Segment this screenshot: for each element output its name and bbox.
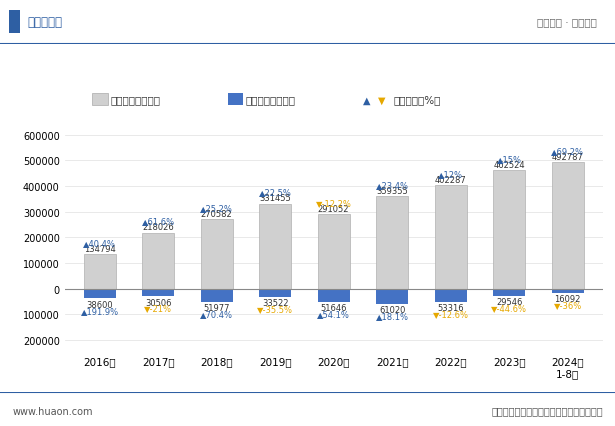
- Text: ▼-36%: ▼-36%: [554, 300, 582, 309]
- Bar: [84, 289, 116, 299]
- Bar: [552, 289, 584, 293]
- Text: www.huaon.com: www.huaon.com: [12, 406, 93, 416]
- Text: 38600: 38600: [86, 300, 113, 309]
- Text: 492787: 492787: [552, 153, 584, 161]
- Bar: [92, 94, 108, 106]
- Text: ▲15%: ▲15%: [497, 155, 522, 164]
- Text: ▼-12.2%: ▼-12.2%: [315, 198, 352, 207]
- Bar: [84, 254, 116, 289]
- Text: ▲54.1%: ▲54.1%: [317, 309, 350, 318]
- Text: ▼-44.6%: ▼-44.6%: [491, 304, 527, 313]
- Text: 2016-2024年8月株洲高新技术产业开发区(境内目的地/货源地)进、出口额: 2016-2024年8月株洲高新技术产业开发区(境内目的地/货源地)进、出口额: [151, 58, 464, 72]
- Bar: [200, 289, 232, 302]
- Bar: [200, 220, 232, 289]
- Text: 33522: 33522: [262, 299, 288, 308]
- Text: ▼: ▼: [378, 95, 386, 105]
- Text: ▲40.4%: ▲40.4%: [83, 238, 116, 247]
- Bar: [552, 163, 584, 289]
- Bar: [376, 197, 408, 289]
- Text: 29546: 29546: [496, 298, 522, 307]
- Text: 331455: 331455: [260, 194, 291, 203]
- Bar: [228, 94, 243, 106]
- Text: 291052: 291052: [318, 204, 349, 213]
- Bar: [493, 170, 525, 289]
- Text: ▲191.9%: ▲191.9%: [81, 306, 119, 315]
- Bar: [435, 289, 467, 302]
- Text: ▲69.2%: ▲69.2%: [551, 147, 584, 156]
- Text: ▲25.2%: ▲25.2%: [200, 204, 233, 213]
- Bar: [142, 289, 174, 296]
- Text: 华经情报网: 华经情报网: [28, 16, 63, 29]
- Text: ▲12%: ▲12%: [438, 170, 463, 179]
- Bar: [259, 289, 292, 297]
- Text: 134794: 134794: [84, 244, 116, 253]
- Text: ▼-35.5%: ▼-35.5%: [257, 305, 293, 314]
- Text: ▲18.1%: ▲18.1%: [376, 311, 408, 320]
- Text: 51977: 51977: [204, 303, 230, 312]
- Text: 进口额（千美元）: 进口额（千美元）: [246, 95, 296, 105]
- Text: 16092: 16092: [554, 294, 581, 303]
- Text: ▲: ▲: [363, 95, 370, 105]
- Text: ▲23.4%: ▲23.4%: [376, 181, 408, 190]
- Bar: [493, 289, 525, 296]
- Text: 61020: 61020: [379, 306, 405, 315]
- Text: 270582: 270582: [200, 210, 232, 219]
- Bar: [317, 214, 350, 289]
- Text: 数据来源：中国海关；华经产业研究院整理: 数据来源：中国海关；华经产业研究院整理: [491, 406, 603, 416]
- Text: 359355: 359355: [376, 187, 408, 196]
- Bar: [9, 11, 20, 34]
- Bar: [317, 289, 350, 302]
- Text: 218026: 218026: [142, 223, 174, 232]
- Text: ▲61.6%: ▲61.6%: [141, 217, 175, 226]
- Bar: [435, 186, 467, 289]
- Text: ▼-21%: ▼-21%: [144, 304, 172, 313]
- Text: 53316: 53316: [437, 304, 464, 313]
- Text: ▲70.4%: ▲70.4%: [200, 309, 233, 318]
- Text: 462524: 462524: [493, 160, 525, 169]
- Text: ▼-12.6%: ▼-12.6%: [432, 310, 469, 319]
- Bar: [142, 233, 174, 289]
- Text: 同比增长（%）: 同比增长（%）: [394, 95, 441, 105]
- Text: 专业严谨 · 客观科学: 专业严谨 · 客观科学: [537, 17, 597, 27]
- Text: 51646: 51646: [320, 303, 347, 312]
- Bar: [376, 289, 408, 305]
- Text: ▲22.5%: ▲22.5%: [259, 188, 292, 197]
- Bar: [259, 204, 292, 289]
- Text: 30506: 30506: [145, 298, 172, 307]
- Text: 出口额（千美元）: 出口额（千美元）: [111, 95, 161, 105]
- Text: 402287: 402287: [435, 176, 467, 185]
